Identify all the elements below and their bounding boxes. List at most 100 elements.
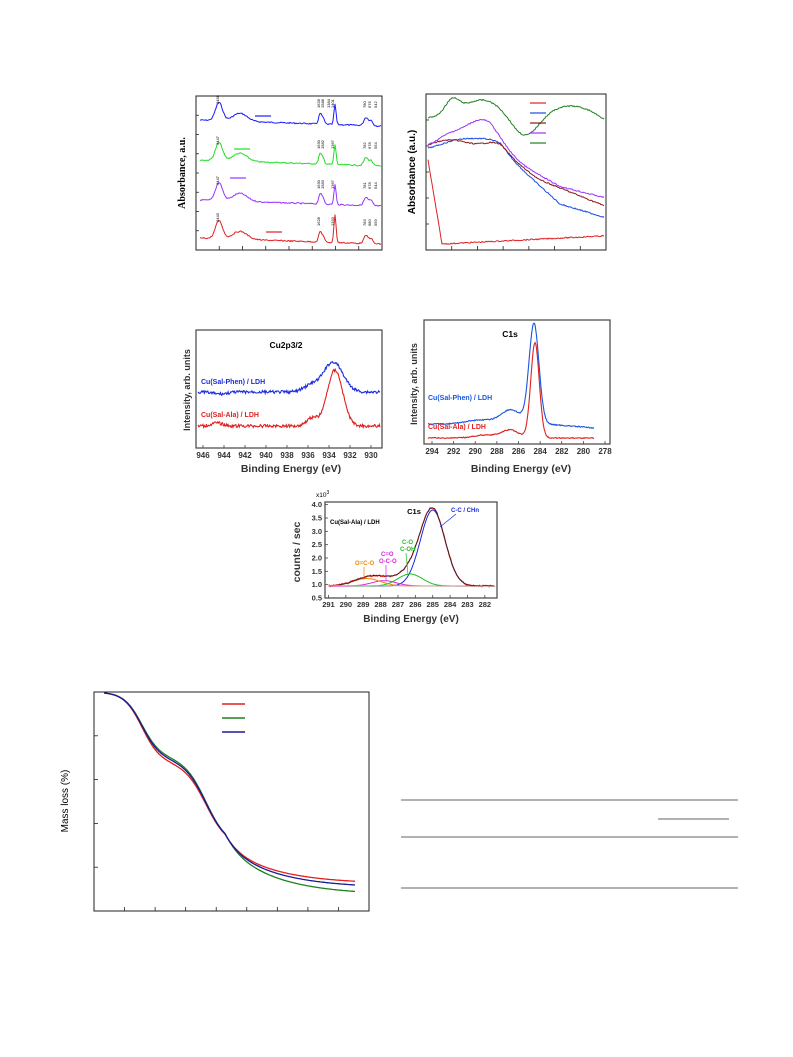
xps-cu-x-tick-label: 932 bbox=[343, 451, 357, 460]
xps-fit-background bbox=[328, 585, 496, 587]
ftir-series-line bbox=[199, 142, 382, 167]
uvvis-series-line bbox=[427, 159, 605, 245]
ftir-peak-label: 1384 bbox=[326, 98, 331, 108]
ftir-peak-label: 1333 bbox=[330, 216, 335, 226]
ftir-peak-label: 3447 bbox=[215, 135, 220, 145]
xps-cu-xlabel: Binding Energy (eV) bbox=[241, 463, 341, 475]
xps-cu-series-label: Cu(Sal-Phen) / LDH bbox=[201, 379, 265, 386]
xps-cu-x-tick-label: 942 bbox=[238, 451, 252, 460]
uvvis-frame bbox=[425, 93, 607, 251]
ftir-series-line bbox=[199, 214, 382, 245]
xps-fit-y-tick-label: 3.0 bbox=[312, 527, 322, 536]
xps-fit-envelope bbox=[328, 507, 495, 587]
tga-ylabel: Mass loss (%) bbox=[60, 770, 71, 833]
ftir-peak-label: 1367 bbox=[330, 179, 335, 189]
xps-fit-multiplier-exp: 3 bbox=[326, 490, 329, 496]
xps-fit-annotation-arrow bbox=[439, 513, 457, 528]
xps-fit-y-tick-label: 4.0 bbox=[312, 500, 322, 509]
xps-fit-x-tick-label: 288 bbox=[374, 600, 387, 609]
xps-fit-component bbox=[328, 573, 495, 587]
xps-cu-x-tick-label: 940 bbox=[259, 451, 273, 460]
xps-c1s-x-tick-label: 294 bbox=[425, 447, 439, 456]
xps-c1s-series-label: Cu(Sal-Ala) / LDH bbox=[428, 424, 486, 431]
xps-cu-series-label: Cu(Sal-Ala) / LDH bbox=[201, 412, 259, 419]
xps-fit-y-tick-label: 2.5 bbox=[312, 540, 322, 549]
ftir-peak-label: 544 bbox=[373, 182, 378, 189]
tga-series-line bbox=[103, 692, 355, 893]
ftir-peak-label: 678 bbox=[367, 182, 372, 189]
xps-fit-x-tick-label: 290 bbox=[340, 600, 353, 609]
xps-cu-series-line bbox=[197, 360, 381, 397]
tga-series-line bbox=[103, 692, 356, 886]
ftir-peak-label: 1630 bbox=[316, 139, 321, 149]
ftir-peak-label: 559 bbox=[373, 219, 378, 226]
xps-fit-ylabel: counts / sec bbox=[291, 522, 303, 583]
xps-cu-x-tick-label: 936 bbox=[301, 451, 315, 460]
xps-fit-x-tick-label: 282 bbox=[479, 600, 492, 609]
xps-fit-sample: Cu(Sal-Ala) / LDH bbox=[330, 520, 380, 526]
xps-fit-frame bbox=[324, 501, 498, 599]
xps-cu-frame bbox=[195, 329, 383, 449]
xps-c1s-chart: C1s Intensity, arb. units Binding Energy… bbox=[409, 319, 612, 475]
xps-fit-y-tick-label: 1.5 bbox=[312, 567, 322, 576]
xps-cu-chart: Cu2p3/2 Intensity, arb. units Binding En… bbox=[182, 329, 383, 475]
xps-cu-x-tick-label: 944 bbox=[217, 451, 231, 460]
xps-fit-component bbox=[328, 580, 495, 587]
ftir-peak-label: 1630 bbox=[316, 179, 321, 189]
ftir-peak-label: 3458 bbox=[215, 94, 220, 104]
xps-fit-experimental bbox=[328, 507, 495, 588]
xps-c1s-frame bbox=[423, 319, 611, 445]
xps-c1s-x-tick-label: 278 bbox=[598, 447, 612, 456]
xps-fit-annotation: C=O bbox=[381, 552, 394, 558]
xps-fit-y-tick-label: 0.5 bbox=[312, 594, 322, 603]
ftir-peak-label: 1588 bbox=[320, 98, 325, 108]
xps-cu-x-tick-label: 938 bbox=[280, 451, 294, 460]
ftir-peak-label: 1628 bbox=[316, 98, 321, 108]
ftir-series-line bbox=[199, 101, 382, 128]
uvvis-chart: Absorbance (a.u.) bbox=[407, 93, 607, 251]
uvvis-series-line bbox=[427, 139, 605, 207]
ftir-peak-label: 3447 bbox=[215, 175, 220, 185]
ftir-series-line bbox=[199, 182, 382, 207]
xps-fit-annotation: O-C-O bbox=[379, 559, 397, 565]
xps-c1s-series-line bbox=[427, 322, 595, 429]
xps-fit-chart: x103 C1s Cu(Sal-Ala) / LDH counts / sec … bbox=[291, 490, 498, 625]
ftir-peak-label: 1628 bbox=[316, 216, 321, 226]
xps-fit-x-tick-label: 287 bbox=[392, 600, 405, 609]
xps-fit-y-tick-label: 2.0 bbox=[312, 554, 322, 563]
xps-cu-x-tick-label: 930 bbox=[364, 451, 378, 460]
tga-chart: Mass loss (%) bbox=[60, 691, 370, 912]
xps-fit-x-tick-label: 283 bbox=[461, 600, 474, 609]
xps-fit-x-tick-label: 286 bbox=[409, 600, 422, 609]
xps-fit-annotation: C-OH bbox=[400, 547, 415, 553]
xps-fit-annotation-arrow bbox=[405, 552, 409, 576]
xps-c1s-title: C1s bbox=[502, 329, 518, 339]
xps-c1s-x-tick-label: 292 bbox=[447, 447, 461, 456]
ftir-peak-label: 678 bbox=[367, 142, 372, 149]
xps-fit-xlabel: Binding Energy (eV) bbox=[363, 614, 459, 625]
ftir-peak-label: 1367 bbox=[330, 139, 335, 149]
ftir-frame bbox=[195, 95, 383, 251]
xps-fit-multiplier: x103 bbox=[316, 490, 329, 499]
xps-cu-series-line bbox=[197, 367, 381, 430]
tga-frame bbox=[93, 691, 370, 912]
tga-series-line bbox=[103, 692, 356, 882]
xps-fit-x-tick-label: 291 bbox=[322, 600, 335, 609]
ftir-peak-label: 680 bbox=[367, 219, 372, 226]
xps-c1s-x-tick-label: 282 bbox=[555, 447, 569, 456]
ftir-peak-label: 783 bbox=[362, 219, 367, 226]
xps-c1s-series-line bbox=[427, 341, 595, 440]
xps-fit-annotation: C-O bbox=[402, 540, 413, 546]
xps-fit-y-tick-label: 1.0 bbox=[312, 580, 322, 589]
xps-c1s-x-tick-label: 288 bbox=[490, 447, 504, 456]
xps-c1s-x-tick-label: 286 bbox=[512, 447, 526, 456]
xps-fit-x-tick-label: 289 bbox=[357, 600, 370, 609]
ftir-peak-label: 781 bbox=[362, 182, 367, 189]
xps-c1s-x-tick-label: 280 bbox=[577, 447, 591, 456]
xps-fit-y-tick-label: 3.5 bbox=[312, 514, 322, 523]
ftir-chart: Absorbance, a.u. 3458 1628 1588 1384 1401 780… bbox=[177, 94, 383, 251]
xps-fit-x-tick-label: 284 bbox=[444, 600, 457, 609]
